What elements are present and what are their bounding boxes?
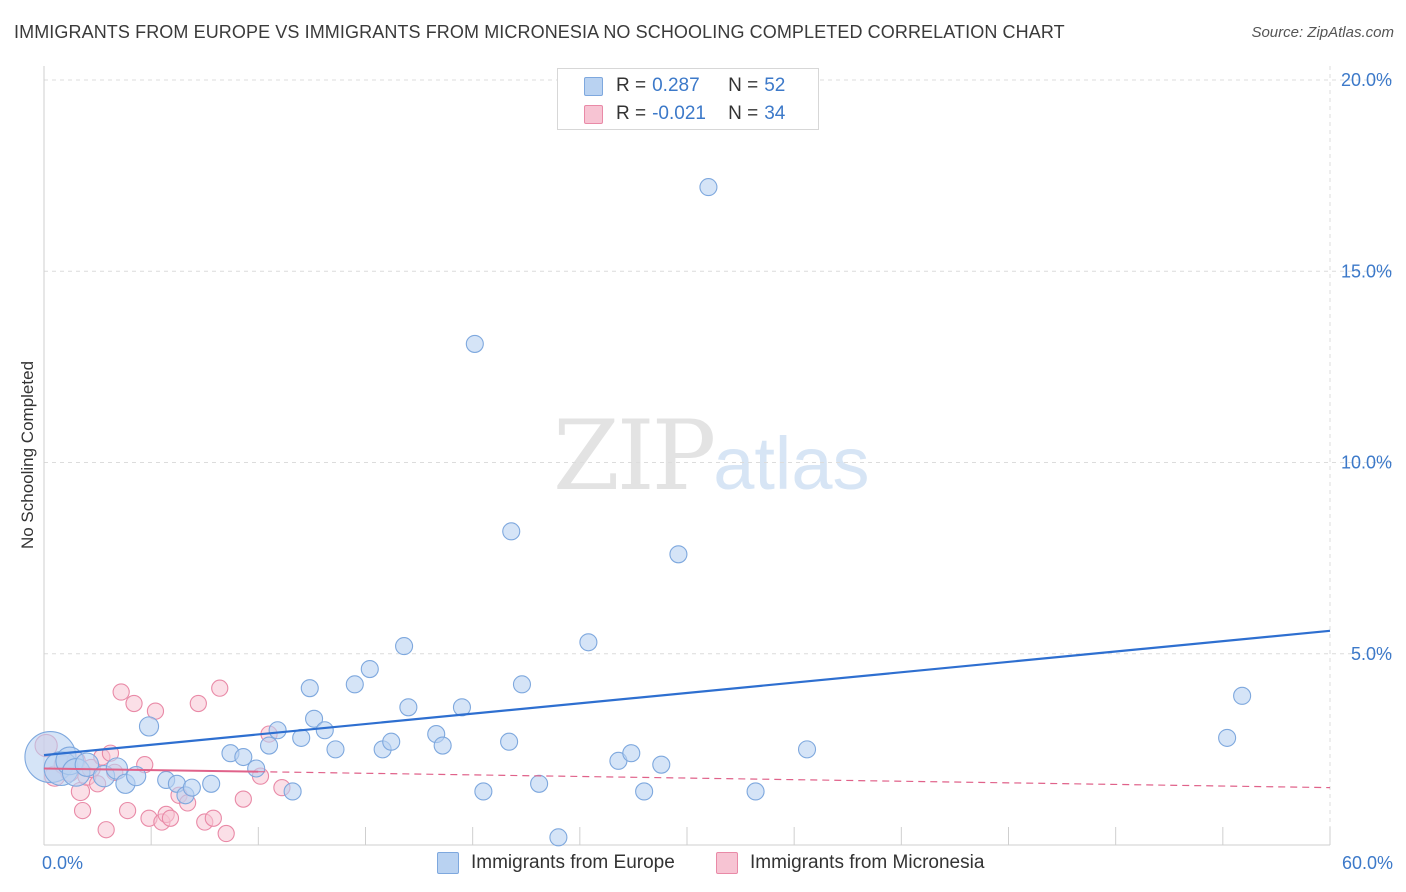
europe-point xyxy=(433,736,452,755)
chart-title: IMMIGRANTS FROM EUROPE VS IMMIGRANTS FRO… xyxy=(14,22,1065,42)
n-value: 34 xyxy=(764,103,786,124)
europe-point xyxy=(699,178,718,197)
y-axis-label: No Schooling Completed xyxy=(18,360,37,550)
micronesia-trend-line xyxy=(43,767,259,773)
y-tick-label: 15.0% xyxy=(1341,261,1392,281)
n-label: N = xyxy=(728,75,759,96)
legend-row-europe: R = 0.287 N = 52 xyxy=(584,74,785,98)
europe-point xyxy=(399,698,418,717)
europe-point xyxy=(797,740,817,759)
europe-point xyxy=(247,759,266,778)
r-label: R = xyxy=(616,75,647,96)
micronesia-swatch xyxy=(584,104,603,124)
y-tick-label: 10.0% xyxy=(1341,453,1392,473)
europe-point xyxy=(502,522,521,541)
micronesia-trend-line-dashed xyxy=(258,771,1331,789)
europe-point xyxy=(182,778,201,797)
europe-point xyxy=(746,782,765,801)
europe-point xyxy=(382,732,401,751)
europe-point xyxy=(300,679,319,698)
europe-point xyxy=(669,545,688,564)
trend-layer xyxy=(43,629,1331,789)
micronesia-point xyxy=(234,790,252,808)
tick-layer: 5.0% 10.0% 15.0% 20.0% 0.0% 60.0% xyxy=(42,70,1393,873)
europe-point xyxy=(315,721,334,740)
legend-item-europe[interactable]: Immigrants from Europe xyxy=(437,852,675,874)
source-credit: Source: ZipAtlas.com xyxy=(1251,24,1394,41)
europe-point xyxy=(512,675,532,694)
micronesia-point xyxy=(217,824,235,843)
micronesia-point xyxy=(73,801,92,820)
europe-point xyxy=(234,747,253,767)
europe-point xyxy=(259,736,279,755)
micronesia-point xyxy=(211,679,229,697)
europe-trend-line xyxy=(43,629,1331,757)
europe-point xyxy=(305,709,324,728)
europe-point xyxy=(268,721,287,740)
europe-points xyxy=(24,178,1252,847)
europe-point xyxy=(283,782,302,801)
europe-point xyxy=(549,828,568,847)
europe-point xyxy=(326,740,345,759)
europe-point xyxy=(292,728,311,747)
micronesia-swatch xyxy=(716,852,738,874)
legend-row-micronesia: R = -0.021 N = 34 xyxy=(584,102,785,126)
x-tick-label: 0.0% xyxy=(42,853,83,873)
europe-point xyxy=(138,716,160,737)
series-legend: Immigrants from Europe Immigrants from M… xyxy=(0,852,1406,878)
europe-point xyxy=(465,334,484,353)
europe-point xyxy=(622,744,641,763)
europe-point xyxy=(126,766,147,787)
micronesia-point xyxy=(112,683,130,701)
y-tick-label: 5.0% xyxy=(1351,644,1392,664)
europe-swatch xyxy=(437,852,459,874)
europe-point xyxy=(652,755,671,774)
correlation-legend: R = 0.287 N = 52 R = -0.021 N = 34 xyxy=(557,68,819,130)
micronesia-point xyxy=(118,801,137,820)
europe-point xyxy=(345,675,364,694)
europe-point xyxy=(474,782,493,801)
x-tick-label: 60.0% xyxy=(1342,853,1393,873)
europe-point xyxy=(1218,728,1237,747)
europe-point xyxy=(74,752,100,777)
r-value: -0.021 xyxy=(652,103,706,124)
europe-point xyxy=(202,774,221,793)
europe-point xyxy=(579,633,598,652)
legend-label-europe: Immigrants from Europe xyxy=(471,852,675,873)
legend-label-micronesia: Immigrants from Micronesia xyxy=(750,852,985,873)
europe-point xyxy=(530,774,549,793)
europe-point xyxy=(635,782,654,801)
y-tick-label: 20.0% xyxy=(1341,70,1392,90)
n-label: N = xyxy=(728,103,759,124)
micronesia-point xyxy=(161,809,180,827)
micronesia-point xyxy=(125,694,143,713)
europe-point xyxy=(500,732,519,751)
r-label: R = xyxy=(616,103,647,124)
axis-layer xyxy=(43,66,1331,846)
europe-point xyxy=(360,659,379,679)
europe-swatch xyxy=(584,76,603,96)
europe-point xyxy=(1233,686,1252,705)
legend-item-micronesia[interactable]: Immigrants from Micronesia xyxy=(716,852,984,874)
micronesia-point xyxy=(189,694,207,713)
r-value: 0.287 xyxy=(652,75,700,96)
grid-layer xyxy=(44,66,1394,845)
micronesia-point xyxy=(204,809,222,827)
europe-point xyxy=(395,637,414,656)
n-value: 52 xyxy=(764,75,786,96)
micronesia-point xyxy=(97,821,115,839)
